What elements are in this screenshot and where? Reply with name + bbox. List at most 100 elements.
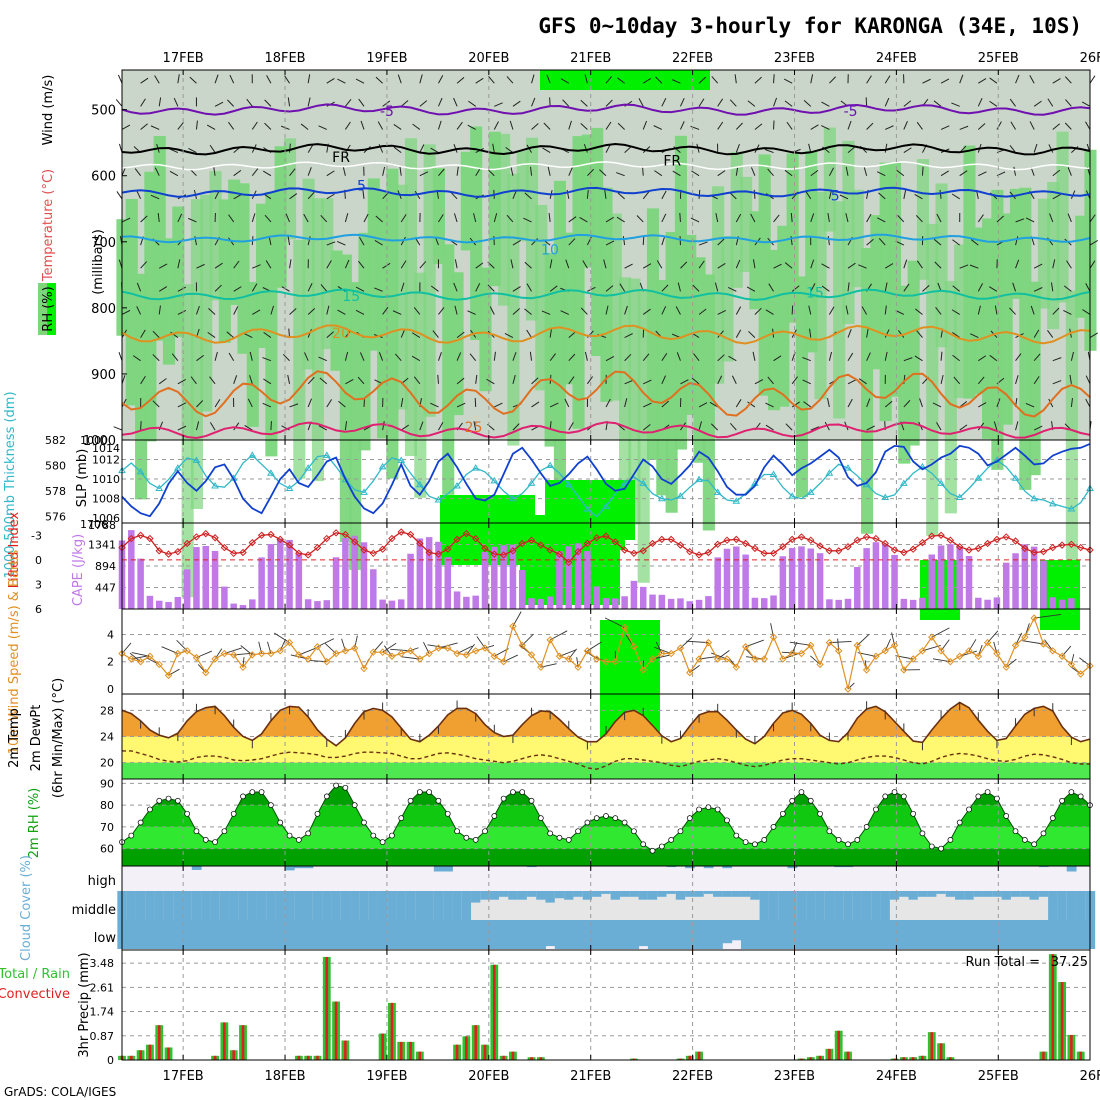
wind-barb xyxy=(768,283,774,292)
bottom-date-axis: 17FEB 18FEB 19FEB 20FEB 21FEB 22FEB 23FEB 24FEB… xyxy=(163,1069,1100,1084)
li-marker xyxy=(360,546,368,554)
thickness-marker xyxy=(639,479,648,486)
wind-barb xyxy=(847,352,854,361)
wind-barb xyxy=(307,283,313,292)
y-tick-label: 500 xyxy=(91,104,116,119)
date-label-bottom: 22FEB xyxy=(672,1069,713,1084)
rh-column xyxy=(535,204,548,391)
li-marker xyxy=(816,542,824,550)
wind-barb xyxy=(605,305,609,315)
date-label-top: 26FEB xyxy=(1080,51,1100,66)
li-tick-label: 6 xyxy=(35,603,42,616)
cloud-high-bar xyxy=(1066,866,1077,872)
cloud-middle-bar xyxy=(377,891,388,920)
wind-barb xyxy=(158,305,161,315)
wind-barb xyxy=(653,125,663,130)
cloud-low-bar xyxy=(498,920,509,949)
wind-barb xyxy=(438,307,445,315)
axis-label: RH (%) xyxy=(41,286,56,331)
wind-barb xyxy=(1064,76,1072,84)
thickness-marker xyxy=(806,488,815,495)
isotherm-label: 20 xyxy=(332,326,350,342)
rh-column xyxy=(888,162,902,397)
thickness-marker xyxy=(546,461,555,469)
cape-bar xyxy=(593,586,600,609)
wind-barb xyxy=(251,121,258,130)
wind-barb xyxy=(419,171,429,177)
wind-barb xyxy=(903,400,911,408)
wind-barb xyxy=(897,215,905,223)
cloud-middle-bar xyxy=(982,891,993,897)
rh-column xyxy=(767,249,781,411)
wind-barb xyxy=(382,306,389,315)
li-marker xyxy=(425,548,433,557)
wind-barb xyxy=(783,78,793,84)
wind-barb xyxy=(1063,309,1072,315)
cloud-low-bar xyxy=(992,920,1003,949)
rh-column xyxy=(982,218,995,439)
precip-convective-bar xyxy=(232,1050,235,1060)
wind-barb xyxy=(866,122,874,130)
wind-barb xyxy=(177,378,186,385)
cloud-middle-base xyxy=(703,891,714,920)
rh-marker xyxy=(1040,830,1047,837)
rh-marker xyxy=(1077,793,1084,800)
wind-barb xyxy=(456,166,459,176)
slp-tick-label: 1008 xyxy=(92,493,120,506)
wind-barb xyxy=(847,120,852,130)
precip-convective-bar xyxy=(381,1033,384,1060)
rh-column xyxy=(1056,131,1069,303)
precip-convective-bar xyxy=(493,964,496,1060)
cape-bar xyxy=(695,599,703,609)
cloud-middle-bar xyxy=(740,891,751,897)
wind-speed-marker xyxy=(211,655,219,663)
wind-barb xyxy=(560,310,569,315)
precip-tick-label: 2.61 xyxy=(90,981,115,994)
wind-barb xyxy=(419,261,427,269)
wind-barb xyxy=(140,98,146,107)
cloud-middle-base xyxy=(638,891,649,920)
rh-column xyxy=(1047,182,1060,330)
cloud-low-bar xyxy=(256,920,267,949)
cloud-low-bar xyxy=(768,920,779,949)
precip-convective-bar xyxy=(325,956,329,1060)
wind-barb xyxy=(773,214,780,223)
precip-convective-bar xyxy=(828,1048,831,1060)
cape-bar xyxy=(323,600,331,609)
wind-barb xyxy=(214,101,224,107)
cloud-high-bar xyxy=(834,866,844,868)
li-marker xyxy=(648,539,657,548)
wind-tick-label: 2 xyxy=(107,656,114,669)
precip-convective-bar xyxy=(455,1044,459,1060)
cape-bar xyxy=(342,538,349,609)
wind-barb xyxy=(233,260,240,269)
wind-barb xyxy=(988,286,998,292)
wind-barb xyxy=(1029,75,1035,84)
wind-barb xyxy=(289,193,298,200)
wind-barb xyxy=(765,309,774,315)
wind-speed-marker xyxy=(369,648,378,656)
cape-bar xyxy=(416,538,424,609)
cloud-low-bar xyxy=(377,920,388,949)
rh-column xyxy=(349,282,362,570)
rh-column xyxy=(507,173,520,446)
wind-barb xyxy=(363,213,369,223)
wind-barb xyxy=(177,309,187,315)
rh-marker xyxy=(994,795,1000,802)
cloud-middle-bar xyxy=(722,891,733,897)
li-marker xyxy=(993,535,1001,544)
li-marker xyxy=(490,550,499,558)
wind-barb xyxy=(827,236,830,246)
wind-barb xyxy=(512,286,521,292)
rh-column xyxy=(525,137,539,321)
wind-barb xyxy=(559,649,576,657)
wind-barb xyxy=(115,99,123,107)
wind-speed-marker xyxy=(183,647,191,655)
wind-barb xyxy=(207,331,216,338)
wind-speed-marker xyxy=(937,647,945,655)
cape-bar xyxy=(463,596,470,609)
wind-barb xyxy=(953,376,961,385)
cloud-low-bar xyxy=(163,920,174,949)
cloud-middle-bar xyxy=(201,891,211,920)
wind-barb xyxy=(140,77,149,84)
